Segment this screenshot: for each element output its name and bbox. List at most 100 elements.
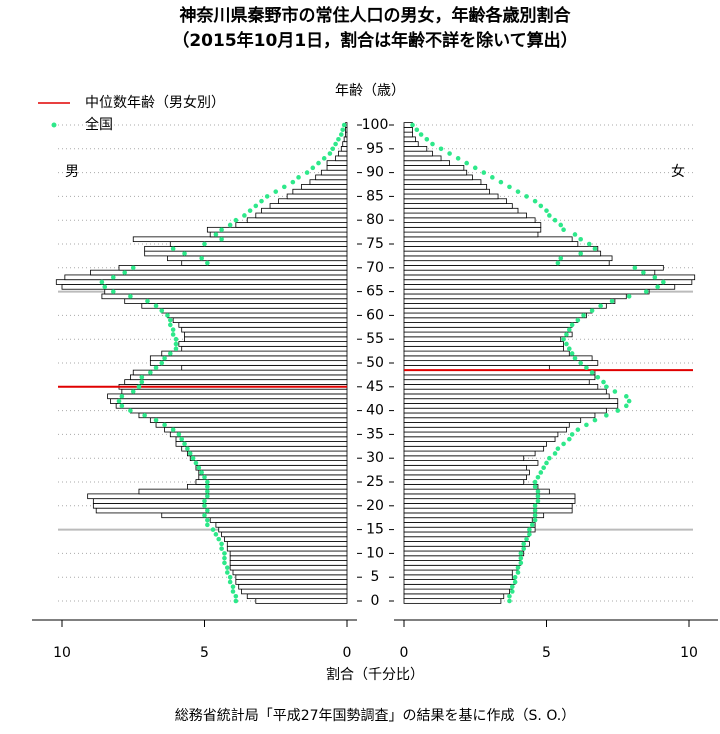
national-dot xyxy=(589,308,595,313)
bar xyxy=(403,412,596,419)
national-dot xyxy=(604,413,609,418)
national-dot xyxy=(578,236,583,242)
national-dot xyxy=(515,565,521,570)
bar xyxy=(110,398,348,404)
bar xyxy=(403,284,676,290)
national-dot xyxy=(230,589,236,594)
bar xyxy=(403,226,542,233)
national-dot xyxy=(609,298,615,304)
bar xyxy=(215,522,348,528)
national-dot xyxy=(555,260,561,266)
bar xyxy=(169,241,348,247)
bar xyxy=(403,293,627,300)
national-dot xyxy=(532,479,538,485)
y-tick-label: 30 xyxy=(366,450,384,466)
national-dot xyxy=(535,489,541,494)
bar xyxy=(403,593,505,600)
national-dot xyxy=(202,474,207,480)
national-dot xyxy=(190,455,196,461)
y-tick-label: 5 xyxy=(371,569,380,585)
bar xyxy=(403,555,522,561)
national-dot xyxy=(225,565,230,570)
national-dot xyxy=(535,493,541,499)
bar xyxy=(403,507,573,514)
national-dot xyxy=(170,327,176,332)
national-dot xyxy=(222,560,227,566)
bar xyxy=(403,431,559,438)
national-dot xyxy=(624,403,629,409)
bar xyxy=(286,193,348,200)
bar xyxy=(403,265,664,271)
national-dot xyxy=(227,579,233,585)
bar xyxy=(403,503,573,509)
national-dot xyxy=(561,227,566,233)
national-dot xyxy=(205,517,210,523)
bar xyxy=(161,350,348,357)
y-tick-label: 60 xyxy=(366,307,384,323)
bar xyxy=(403,536,527,542)
national-dot xyxy=(170,246,176,252)
bar xyxy=(255,598,348,604)
x-tick-label: 0 xyxy=(400,645,409,661)
national-dot xyxy=(438,146,444,152)
national-dot xyxy=(199,470,204,475)
bar xyxy=(403,212,527,219)
bar xyxy=(403,184,488,190)
national-dot xyxy=(414,127,420,133)
bar xyxy=(246,217,348,223)
bar xyxy=(184,336,348,342)
bar xyxy=(181,345,348,352)
bar xyxy=(403,303,607,309)
bar xyxy=(115,403,348,409)
bar xyxy=(403,179,482,185)
national-dot xyxy=(296,175,301,180)
national-dot xyxy=(510,584,515,590)
national-dot xyxy=(527,527,532,532)
national-dot xyxy=(273,189,279,194)
national-dot xyxy=(592,246,598,252)
national-dot xyxy=(418,132,424,137)
national-dot xyxy=(558,222,564,228)
bar xyxy=(403,564,519,571)
national-dot xyxy=(532,503,538,509)
national-dot xyxy=(455,156,461,161)
bar xyxy=(309,179,348,185)
bar xyxy=(403,336,562,342)
national-dot xyxy=(532,508,538,513)
national-dot xyxy=(564,341,569,347)
national-dot xyxy=(162,355,167,361)
national-dot xyxy=(316,160,321,166)
bar xyxy=(335,155,348,162)
x-axis-label: 割合（千分比） xyxy=(326,666,424,683)
x-tick-label: 5 xyxy=(200,645,209,661)
bar xyxy=(403,469,530,476)
bar xyxy=(218,526,348,533)
national-dot xyxy=(153,303,159,309)
national-dot xyxy=(544,208,549,213)
bar xyxy=(403,355,593,362)
national-dot xyxy=(116,398,122,404)
y-tick-label: 85 xyxy=(366,188,384,204)
national-dot xyxy=(612,389,618,394)
national-dot xyxy=(159,360,165,366)
national-dot xyxy=(219,236,224,242)
national-dot xyxy=(102,284,108,290)
national-dot xyxy=(541,465,546,471)
y-tick-label: 35 xyxy=(366,426,384,442)
national-dot xyxy=(225,570,230,575)
national-dot xyxy=(430,141,435,147)
x-tick-label: 10 xyxy=(680,645,698,661)
national-dot xyxy=(159,308,165,313)
bar xyxy=(300,184,348,190)
national-dot xyxy=(532,198,538,204)
bar xyxy=(403,531,530,538)
bar xyxy=(195,464,348,471)
national-dot xyxy=(128,294,133,299)
bar xyxy=(101,293,348,300)
bar xyxy=(403,279,693,285)
national-dot xyxy=(170,427,176,432)
bar xyxy=(403,398,619,404)
national-dot xyxy=(518,560,524,566)
national-dot xyxy=(264,194,270,199)
bar xyxy=(342,141,348,147)
